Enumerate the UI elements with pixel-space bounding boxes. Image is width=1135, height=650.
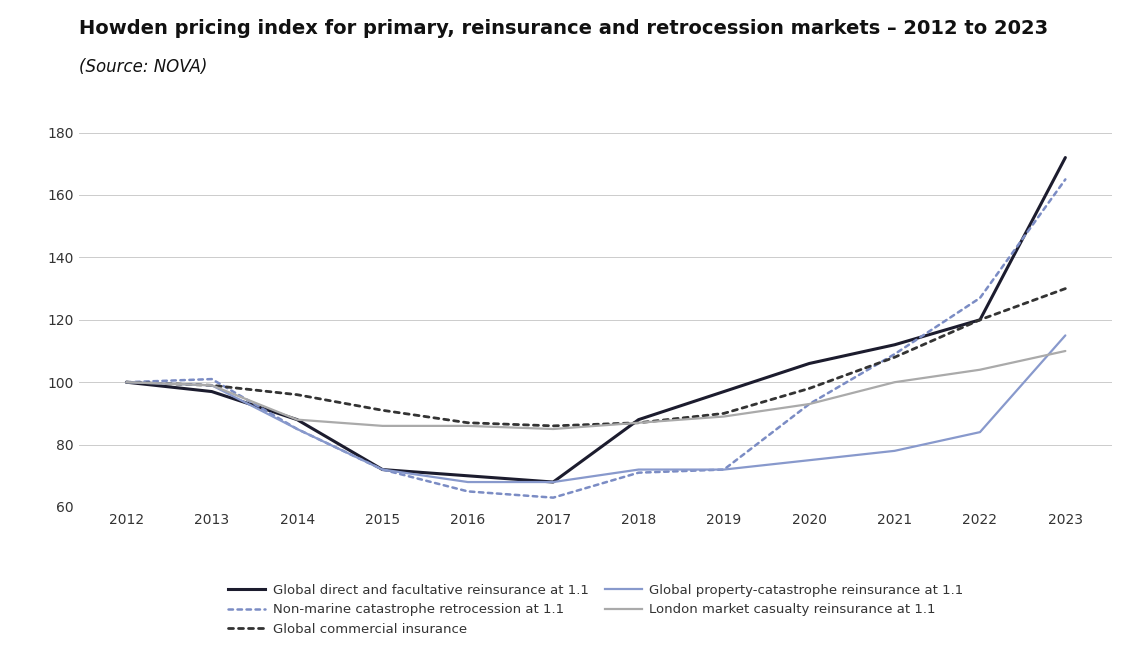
Text: Howden pricing index for primary, reinsurance and retrocession markets – 2012 to: Howden pricing index for primary, reinsu… — [79, 20, 1049, 38]
Legend: Global direct and facultative reinsurance at 1.1, Non-marine catastrophe retroce: Global direct and facultative reinsuranc… — [228, 584, 964, 636]
Text: (Source: NOVA): (Source: NOVA) — [79, 58, 208, 77]
